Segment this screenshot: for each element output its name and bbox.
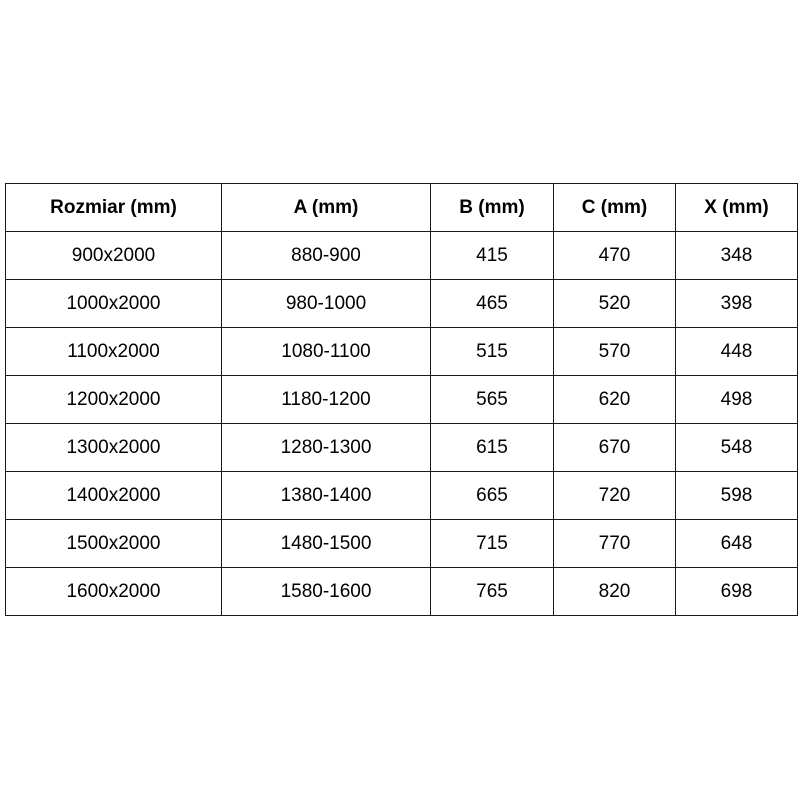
table-cell: 448: [675, 327, 798, 376]
table-cell: 498: [675, 375, 798, 424]
table-cell: 1480-1500: [221, 519, 431, 568]
table-cell: 980-1000: [221, 279, 431, 328]
table-cell: 1100x2000: [5, 327, 222, 376]
table-cell: 665: [430, 471, 554, 520]
table-cell: 765: [430, 567, 554, 616]
table-cell: 880-900: [221, 231, 431, 280]
table-row: 1300x2000 1280-1300 615 670 548: [5, 423, 798, 472]
table-cell: 698: [675, 567, 798, 616]
table-cell: 715: [430, 519, 554, 568]
table-cell: 548: [675, 423, 798, 472]
table-row: 1000x2000 980-1000 465 520 398: [5, 279, 798, 328]
table-cell: 1000x2000: [5, 279, 222, 328]
table-row: 900x2000 880-900 415 470 348: [5, 231, 798, 280]
table-cell: 648: [675, 519, 798, 568]
table-cell: 720: [553, 471, 676, 520]
size-table: Rozmiar (mm) A (mm) B (mm) C (mm) X (mm) 900…: [5, 183, 798, 616]
table-cell: 1180-1200: [221, 375, 431, 424]
column-header: B (mm): [430, 183, 554, 232]
table-cell: 570: [553, 327, 676, 376]
table-cell: 598: [675, 471, 798, 520]
table-row: 1600x2000 1580-1600 765 820 698: [5, 567, 798, 616]
header-row: Rozmiar (mm) A (mm) B (mm) C (mm) X (mm): [5, 183, 798, 232]
table-cell: 620: [553, 375, 676, 424]
table-row: 1200x2000 1180-1200 565 620 498: [5, 375, 798, 424]
column-header: X (mm): [675, 183, 798, 232]
column-header: A (mm): [221, 183, 431, 232]
table-cell: 470: [553, 231, 676, 280]
table-row: 1400x2000 1380-1400 665 720 598: [5, 471, 798, 520]
column-header: Rozmiar (mm): [5, 183, 222, 232]
table-cell: 1500x2000: [5, 519, 222, 568]
table-cell: 348: [675, 231, 798, 280]
table-cell: 1300x2000: [5, 423, 222, 472]
table-cell: 520: [553, 279, 676, 328]
table-cell: 1280-1300: [221, 423, 431, 472]
column-header: C (mm): [553, 183, 676, 232]
table-cell: 820: [553, 567, 676, 616]
table-cell: 615: [430, 423, 554, 472]
table-cell: 1400x2000: [5, 471, 222, 520]
table-cell: 1380-1400: [221, 471, 431, 520]
table-cell: 1600x2000: [5, 567, 222, 616]
table-cell: 670: [553, 423, 676, 472]
table-cell: 1200x2000: [5, 375, 222, 424]
table-cell: 398: [675, 279, 798, 328]
table-cell: 515: [430, 327, 554, 376]
table-cell: 1080-1100: [221, 327, 431, 376]
table-cell: 770: [553, 519, 676, 568]
table-row: 1100x2000 1080-1100 515 570 448: [5, 327, 798, 376]
table-cell: 1580-1600: [221, 567, 431, 616]
table-row: 1500x2000 1480-1500 715 770 648: [5, 519, 798, 568]
table-cell: 565: [430, 375, 554, 424]
table-cell: 415: [430, 231, 554, 280]
table-cell: 465: [430, 279, 554, 328]
table-cell: 900x2000: [5, 231, 222, 280]
